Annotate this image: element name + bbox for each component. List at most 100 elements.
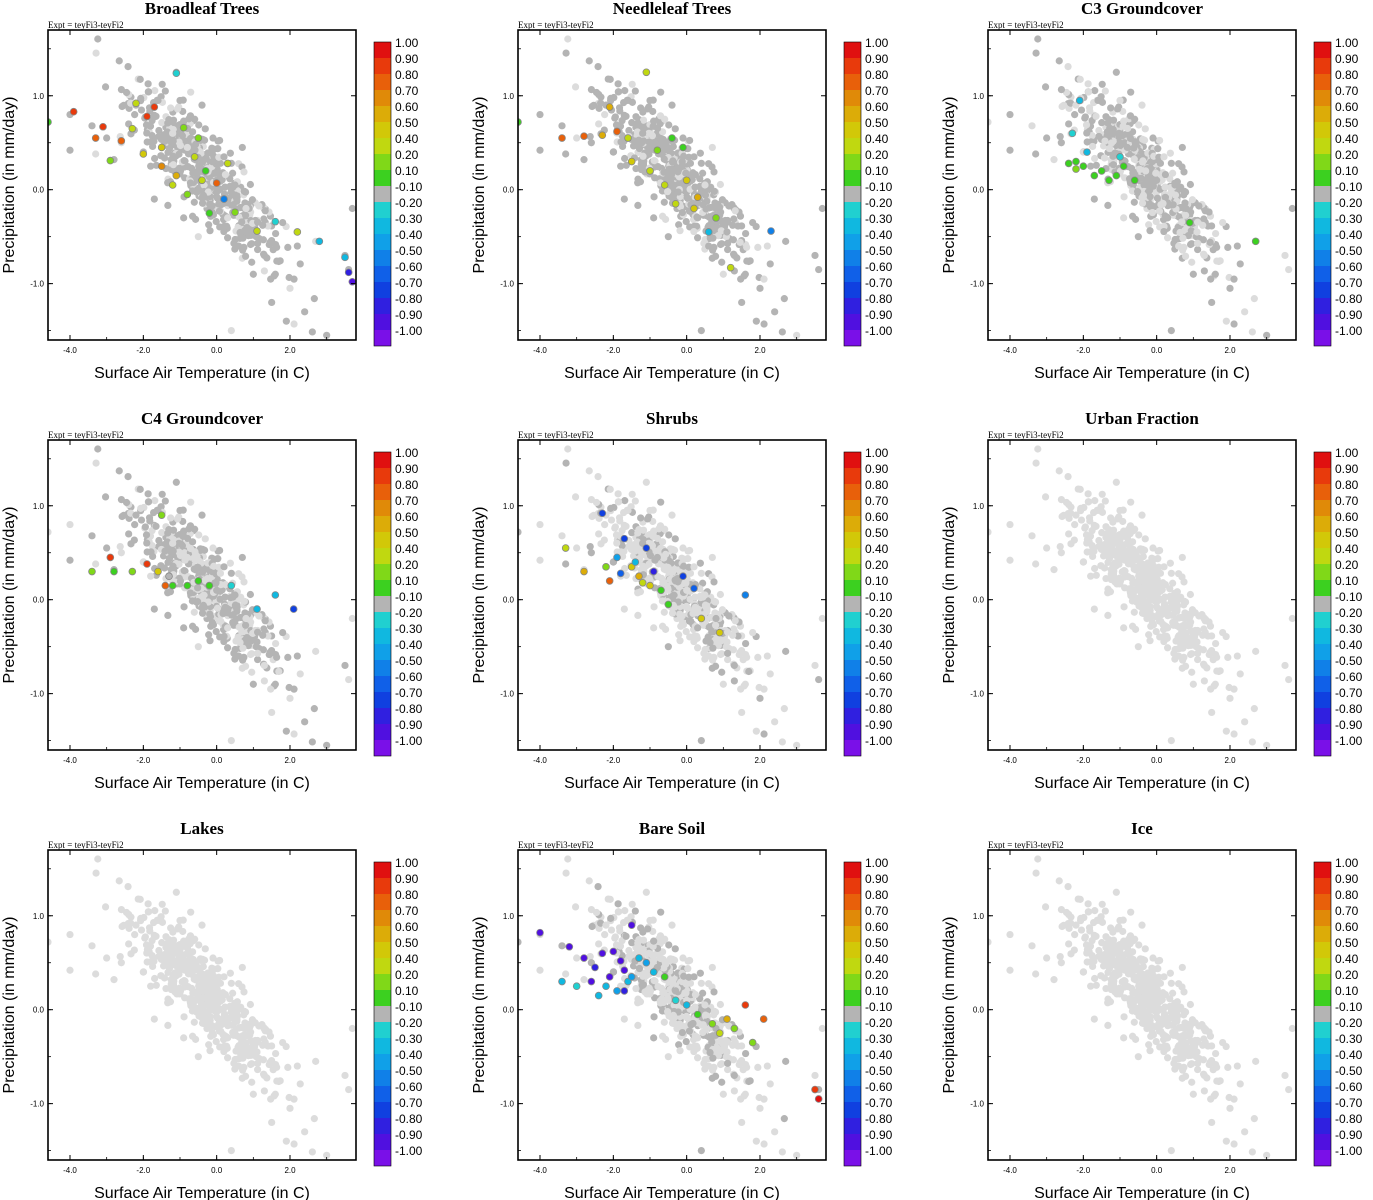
- background-point: [1120, 567, 1128, 575]
- background-point: [183, 963, 191, 972]
- background-point: [268, 708, 276, 717]
- data-point: [271, 591, 280, 599]
- background-point: [164, 529, 172, 537]
- background-point: [187, 498, 195, 506]
- colorbar-label: 0.50: [1335, 526, 1359, 540]
- background-point: [169, 161, 177, 169]
- colorbar-label: 0.80: [1335, 478, 1359, 492]
- colorbar-label: 1.00: [865, 446, 889, 460]
- background-point: [1159, 609, 1167, 618]
- background-point: [215, 153, 223, 161]
- background-point: [1141, 125, 1149, 133]
- background-point: [725, 202, 733, 210]
- data-point: [348, 277, 356, 286]
- background-point: [622, 161, 630, 169]
- background-point: [1109, 129, 1117, 137]
- background-point: [1160, 563, 1168, 571]
- x-tick-label: 0.0: [211, 756, 223, 765]
- background-point: [586, 542, 594, 551]
- colorbar-label: 1.00: [395, 856, 419, 870]
- y-tick-label: 1.0: [503, 92, 515, 101]
- colorbar-label: 0.60: [395, 100, 419, 114]
- background-point: [293, 1062, 301, 1070]
- background-point: [738, 298, 746, 307]
- background-point: [1128, 622, 1137, 630]
- background-point: [94, 855, 102, 863]
- background-point: [1041, 493, 1050, 501]
- data-point: [715, 628, 724, 637]
- background-point: [1109, 526, 1118, 534]
- colorbar-swatch: [844, 314, 861, 330]
- background-point: [614, 80, 622, 88]
- background-point: [48, 528, 52, 536]
- background-point: [1148, 208, 1157, 217]
- background-point: [1241, 718, 1249, 726]
- background-point: [1178, 553, 1186, 562]
- background-point: [301, 718, 309, 726]
- background-point: [260, 1035, 268, 1043]
- background-point: [1188, 668, 1196, 676]
- colorbar-label: 0.10: [1335, 164, 1359, 178]
- background-point: [1064, 473, 1072, 481]
- background-point: [118, 922, 126, 931]
- background-point: [710, 578, 718, 586]
- background-point: [1171, 601, 1180, 609]
- background-point: [778, 328, 786, 336]
- background-point: [1222, 727, 1230, 735]
- background-point: [1131, 525, 1139, 533]
- background-point: [247, 637, 255, 645]
- background-point: [815, 265, 823, 274]
- background-point: [597, 540, 605, 548]
- background-point: [1092, 571, 1100, 579]
- background-point: [634, 529, 642, 537]
- data-point: [198, 176, 206, 185]
- background-point: [1094, 96, 1102, 105]
- y-axis-label: Precipitation (in mm/day): [471, 507, 488, 684]
- background-point: [162, 984, 170, 993]
- background-point: [150, 1015, 158, 1023]
- background-point: [1006, 520, 1014, 529]
- colorbar-swatch: [844, 468, 861, 484]
- colorbar-label: -0.50: [1335, 244, 1363, 258]
- background-point: [1127, 498, 1135, 506]
- background-point: [1199, 631, 1207, 639]
- background-point: [754, 1063, 762, 1072]
- data-point: [157, 143, 166, 152]
- colorbar-swatch: [844, 548, 861, 564]
- background-point: [1230, 320, 1238, 328]
- colorbar-swatch: [1314, 596, 1331, 612]
- background-point: [174, 925, 182, 933]
- background-point: [1107, 104, 1115, 112]
- background-point: [742, 1049, 750, 1058]
- background-point: [290, 1140, 298, 1148]
- background-point: [136, 485, 144, 493]
- background-point: [180, 937, 188, 945]
- background-point: [660, 608, 668, 616]
- background-point: [699, 579, 707, 587]
- background-point: [665, 121, 673, 129]
- colorbar-swatch: [1314, 330, 1331, 346]
- background-point: [693, 644, 702, 652]
- background-point: [1180, 168, 1188, 176]
- colorbar-frame: [843, 451, 862, 757]
- background-point: [296, 670, 304, 678]
- background-point: [1064, 63, 1072, 71]
- background-point: [183, 143, 191, 152]
- background-point: [737, 685, 745, 693]
- background-point: [1058, 102, 1066, 111]
- background-point: [594, 473, 602, 481]
- data-point: [1097, 167, 1106, 175]
- background-point: [710, 187, 718, 195]
- background-point: [1112, 68, 1120, 76]
- background-point: [241, 1019, 249, 1027]
- background-point: [212, 169, 220, 177]
- background-point: [216, 979, 225, 987]
- background-point: [1181, 211, 1190, 219]
- background-point: [195, 941, 203, 949]
- background-point: [206, 200, 214, 208]
- background-point: [1230, 730, 1238, 738]
- background-point: [737, 275, 745, 283]
- background-point: [780, 705, 788, 713]
- background-point: [690, 222, 698, 230]
